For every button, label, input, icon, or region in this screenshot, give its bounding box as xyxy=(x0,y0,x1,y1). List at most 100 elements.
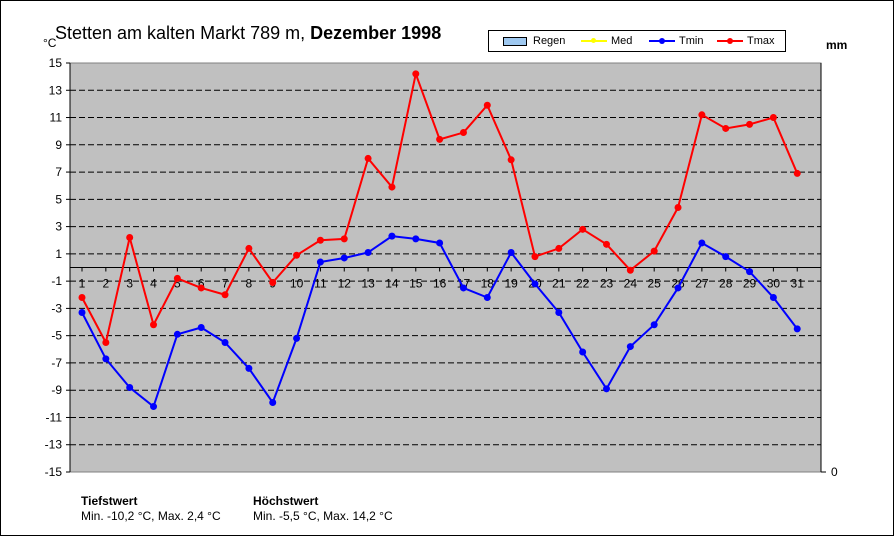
y-tick-label: -1 xyxy=(51,274,62,288)
data-point-tmax xyxy=(102,338,110,346)
data-point-tmax xyxy=(197,284,205,292)
data-point-tmax xyxy=(388,183,396,191)
x-tick-label: 23 xyxy=(600,277,614,291)
data-point-tmin xyxy=(102,355,110,363)
legend-swatch-med xyxy=(581,38,607,43)
data-point-tmin xyxy=(579,348,587,356)
legend-swatch-tmin xyxy=(649,38,675,44)
footer-max-text: Min. -5,5 °C, Max. 14,2 °C xyxy=(253,509,393,523)
data-point-tmax xyxy=(483,101,491,109)
data-point-tmin xyxy=(412,235,420,243)
data-point-tmin xyxy=(459,284,467,292)
data-point-tmax xyxy=(173,274,181,282)
footer-max-heading: Höchstwert xyxy=(253,494,319,508)
data-point-tmin xyxy=(340,254,348,262)
chart-title: Stetten am kalten Markt 789 m, Dezember … xyxy=(55,23,441,44)
y-tick-label: -5 xyxy=(51,329,62,343)
data-point-tmax xyxy=(364,154,372,162)
legend-item-tmin: Tmin xyxy=(649,34,703,48)
data-point-tmax xyxy=(293,251,301,259)
data-point-tmin xyxy=(603,385,611,393)
data-point-tmin xyxy=(221,338,229,346)
legend-label-med: Med xyxy=(611,35,633,47)
legend-swatch-tmax xyxy=(717,38,743,44)
y-tick-label: 9 xyxy=(55,138,62,152)
y-tick-label: 11 xyxy=(50,111,63,125)
x-tick-label: 6 xyxy=(198,277,205,291)
x-tick-label: 24 xyxy=(624,277,638,291)
data-point-tmin xyxy=(531,280,539,288)
chart-title-main: Stetten am kalten Markt 789 m, xyxy=(55,23,311,43)
x-tick-label: 30 xyxy=(767,277,781,291)
legend-label-tmin: Tmin xyxy=(679,35,704,47)
y-tick-label: 1 xyxy=(55,247,62,261)
x-tick-label: 29 xyxy=(743,277,757,291)
y-tick-label: -11 xyxy=(46,410,63,424)
x-tick-label: 10 xyxy=(290,277,304,291)
x-tick-label: 2 xyxy=(102,277,109,291)
y-tick-label: -13 xyxy=(45,438,63,452)
y-tick-label: 5 xyxy=(55,192,62,206)
data-point-tmax xyxy=(340,235,348,243)
data-point-tmin xyxy=(245,364,253,372)
data-point-tmax xyxy=(126,234,134,242)
x-tick-label: 28 xyxy=(719,277,733,291)
data-point-tmin xyxy=(674,284,682,292)
chart-legend: Regen Med Tmin Tmax xyxy=(488,30,786,52)
legend-item-tmax: Tmax xyxy=(717,34,775,48)
data-point-tmax xyxy=(269,278,277,286)
data-point-tmax xyxy=(722,124,730,132)
x-tick-label: 31 xyxy=(791,277,805,291)
data-point-tmin xyxy=(555,308,563,316)
y-tick-label: -15 xyxy=(45,465,63,479)
data-point-tmax xyxy=(603,240,611,248)
data-point-tmax xyxy=(459,129,467,137)
legend-label-regen: Regen xyxy=(533,35,566,47)
x-tick-label: 14 xyxy=(385,277,399,291)
x-tick-label: 1 xyxy=(79,277,86,291)
data-point-tmin xyxy=(173,330,181,338)
data-point-tmin xyxy=(746,268,754,276)
data-point-tmax xyxy=(674,204,682,212)
data-point-tmin xyxy=(793,325,801,333)
data-point-tmin xyxy=(483,293,491,301)
data-point-tmin xyxy=(293,334,301,342)
data-point-tmax xyxy=(507,156,515,164)
x-tick-label: 19 xyxy=(504,277,518,291)
x-tick-label: 12 xyxy=(338,277,352,291)
data-point-tmin xyxy=(507,249,515,257)
data-point-tmin xyxy=(364,249,372,257)
data-point-tmax xyxy=(316,236,324,244)
x-tick-label: 27 xyxy=(695,277,709,291)
x-tick-label: 16 xyxy=(433,277,447,291)
data-point-tmin xyxy=(197,323,205,331)
data-point-tmin xyxy=(626,343,634,351)
x-tick-label: 21 xyxy=(552,277,566,291)
data-point-tmax xyxy=(769,114,777,122)
data-point-tmax xyxy=(579,225,587,233)
x-tick-label: 8 xyxy=(246,277,253,291)
data-point-tmax xyxy=(412,70,420,78)
data-point-tmax xyxy=(793,169,801,177)
data-point-tmax xyxy=(436,135,444,143)
footer-min-heading: Tiefstwert xyxy=(81,494,138,508)
data-point-tmin xyxy=(769,293,777,301)
data-point-tmax xyxy=(150,321,158,329)
data-point-tmin xyxy=(316,258,324,266)
footer-min-block: Tiefstwert Min. -10,2 °C, Max. 2,4 °C xyxy=(81,494,221,524)
data-point-tmin xyxy=(650,321,658,329)
data-point-tmin xyxy=(78,308,86,316)
legend-item-med: Med xyxy=(581,34,632,48)
y-tick-label: -7 xyxy=(51,356,62,370)
x-tick-label: 3 xyxy=(126,277,133,291)
x-tick-label: 15 xyxy=(409,277,423,291)
x-tick-label: 7 xyxy=(222,277,229,291)
y-tick-label: -3 xyxy=(51,301,62,315)
data-point-tmin xyxy=(698,239,706,247)
chart-title-bold: Dezember 1998 xyxy=(310,23,442,43)
data-point-tmax xyxy=(698,111,706,119)
left-axis-unit: °C xyxy=(43,36,57,50)
data-point-tmin xyxy=(150,403,158,411)
footer-max-block: Höchstwert Min. -5,5 °C, Max. 14,2 °C xyxy=(253,494,393,524)
